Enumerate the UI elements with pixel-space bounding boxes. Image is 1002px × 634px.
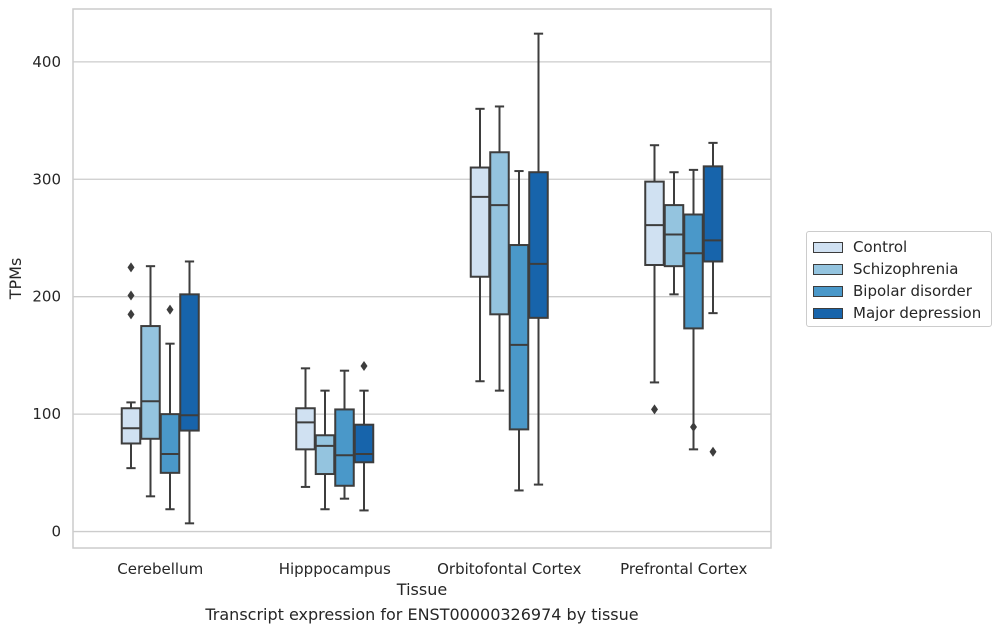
- legend-swatch-major-depression: [813, 307, 843, 319]
- y-tick-label: 200: [32, 288, 61, 306]
- x-tick-label-orbitofontal-cortex: Orbitofontal Cortex: [437, 560, 581, 578]
- legend-label-schizophrenia: Schizophrenia: [853, 260, 959, 278]
- box-iqr: [469, 166, 491, 278]
- outlier-point: [651, 404, 658, 415]
- box-control-prefrontal-cortex: [644, 144, 665, 415]
- x-axis-label: Tissue: [396, 580, 447, 599]
- box-iqr: [702, 165, 724, 263]
- legend-swatch-control: [813, 241, 843, 253]
- box-bipolar-disorder-hipppocampus: [334, 369, 355, 500]
- box-iqr: [663, 204, 685, 268]
- outlier-point: [127, 262, 135, 273]
- box-schizophrenia-prefrontal-cortex: [663, 171, 685, 296]
- box-bipolar-disorder-cerebellum: [159, 304, 181, 511]
- box-major-depression-hipppocampus: [353, 360, 375, 512]
- box-iqr: [120, 407, 142, 445]
- outlier-point: [709, 446, 717, 457]
- box-major-depression-cerebellum: [179, 260, 200, 525]
- box-bipolar-disorder-orbitofontal-cortex: [508, 170, 530, 492]
- legend-label-major-depression: Major depression: [853, 304, 982, 322]
- box-iqr: [508, 244, 530, 431]
- box-schizophrenia-hipppocampus: [314, 389, 336, 511]
- box-control-hipppocampus: [295, 367, 316, 488]
- y-tick-label: 300: [32, 170, 61, 188]
- box-schizophrenia-cerebellum: [140, 265, 161, 498]
- legend-swatch-schizophrenia: [813, 263, 843, 275]
- legend-label-bipolar-disorder: Bipolar disorder: [853, 282, 972, 300]
- legend-item-bipolar-disorder: Bipolar disorder: [813, 280, 972, 302]
- x-tick-label-cerebellum: Cerebellum: [117, 560, 203, 578]
- box-control-cerebellum: [120, 262, 142, 470]
- box-major-depression-prefrontal-cortex: [702, 141, 724, 457]
- y-tick-labels: 0 100 200 300 400: [32, 53, 61, 541]
- box-iqr: [140, 325, 161, 440]
- box-schizophrenia-orbitofontal-cortex: [489, 105, 510, 392]
- box-iqr: [528, 171, 549, 319]
- box-iqr: [334, 408, 355, 487]
- box-plots: [120, 32, 724, 525]
- legend-item-control: Control: [813, 236, 907, 258]
- legend-item-schizophrenia: Schizophrenia: [813, 258, 958, 280]
- legend: Control Schizophrenia Bipolar disorder M…: [806, 231, 992, 327]
- legend-swatch-bipolar-disorder: [813, 285, 843, 297]
- box-major-depression-orbitofontal-cortex: [528, 32, 549, 486]
- x-tick-label-hipppocampus: Hipppocampus: [279, 560, 391, 578]
- y-axis-label: TPMs: [6, 258, 25, 301]
- x-tick-labels: Cerebellum Hipppocampus Orbitofontal Corte…: [117, 560, 747, 578]
- box-iqr: [644, 180, 665, 266]
- box-iqr: [353, 423, 375, 464]
- box-iqr: [489, 151, 510, 316]
- x-tick-label-prefrontal-cortex: Prefrontal Cortex: [620, 560, 747, 578]
- outlier-point: [690, 422, 697, 433]
- y-tick-label: 100: [32, 405, 61, 423]
- box-iqr: [683, 213, 704, 330]
- y-tick-label: 400: [32, 53, 61, 71]
- box-control-orbitofontal-cortex: [469, 107, 491, 383]
- figure-caption: Transcript expression for ENST0000032697…: [205, 605, 639, 624]
- outlier-point: [360, 360, 368, 371]
- plot-frame: [72, 8, 772, 549]
- box-bipolar-disorder-prefrontal-cortex: [683, 168, 704, 451]
- box-iqr: [179, 293, 200, 432]
- legend-label-control: Control: [853, 238, 908, 256]
- outlier-point: [127, 290, 135, 301]
- box-iqr: [314, 434, 336, 476]
- outlier-point: [166, 304, 174, 315]
- box-iqr: [295, 407, 316, 451]
- y-tick-label: 0: [51, 523, 61, 541]
- box-iqr: [159, 413, 181, 474]
- outlier-point: [127, 309, 135, 320]
- legend-item-major-depression: Major depression: [813, 302, 981, 324]
